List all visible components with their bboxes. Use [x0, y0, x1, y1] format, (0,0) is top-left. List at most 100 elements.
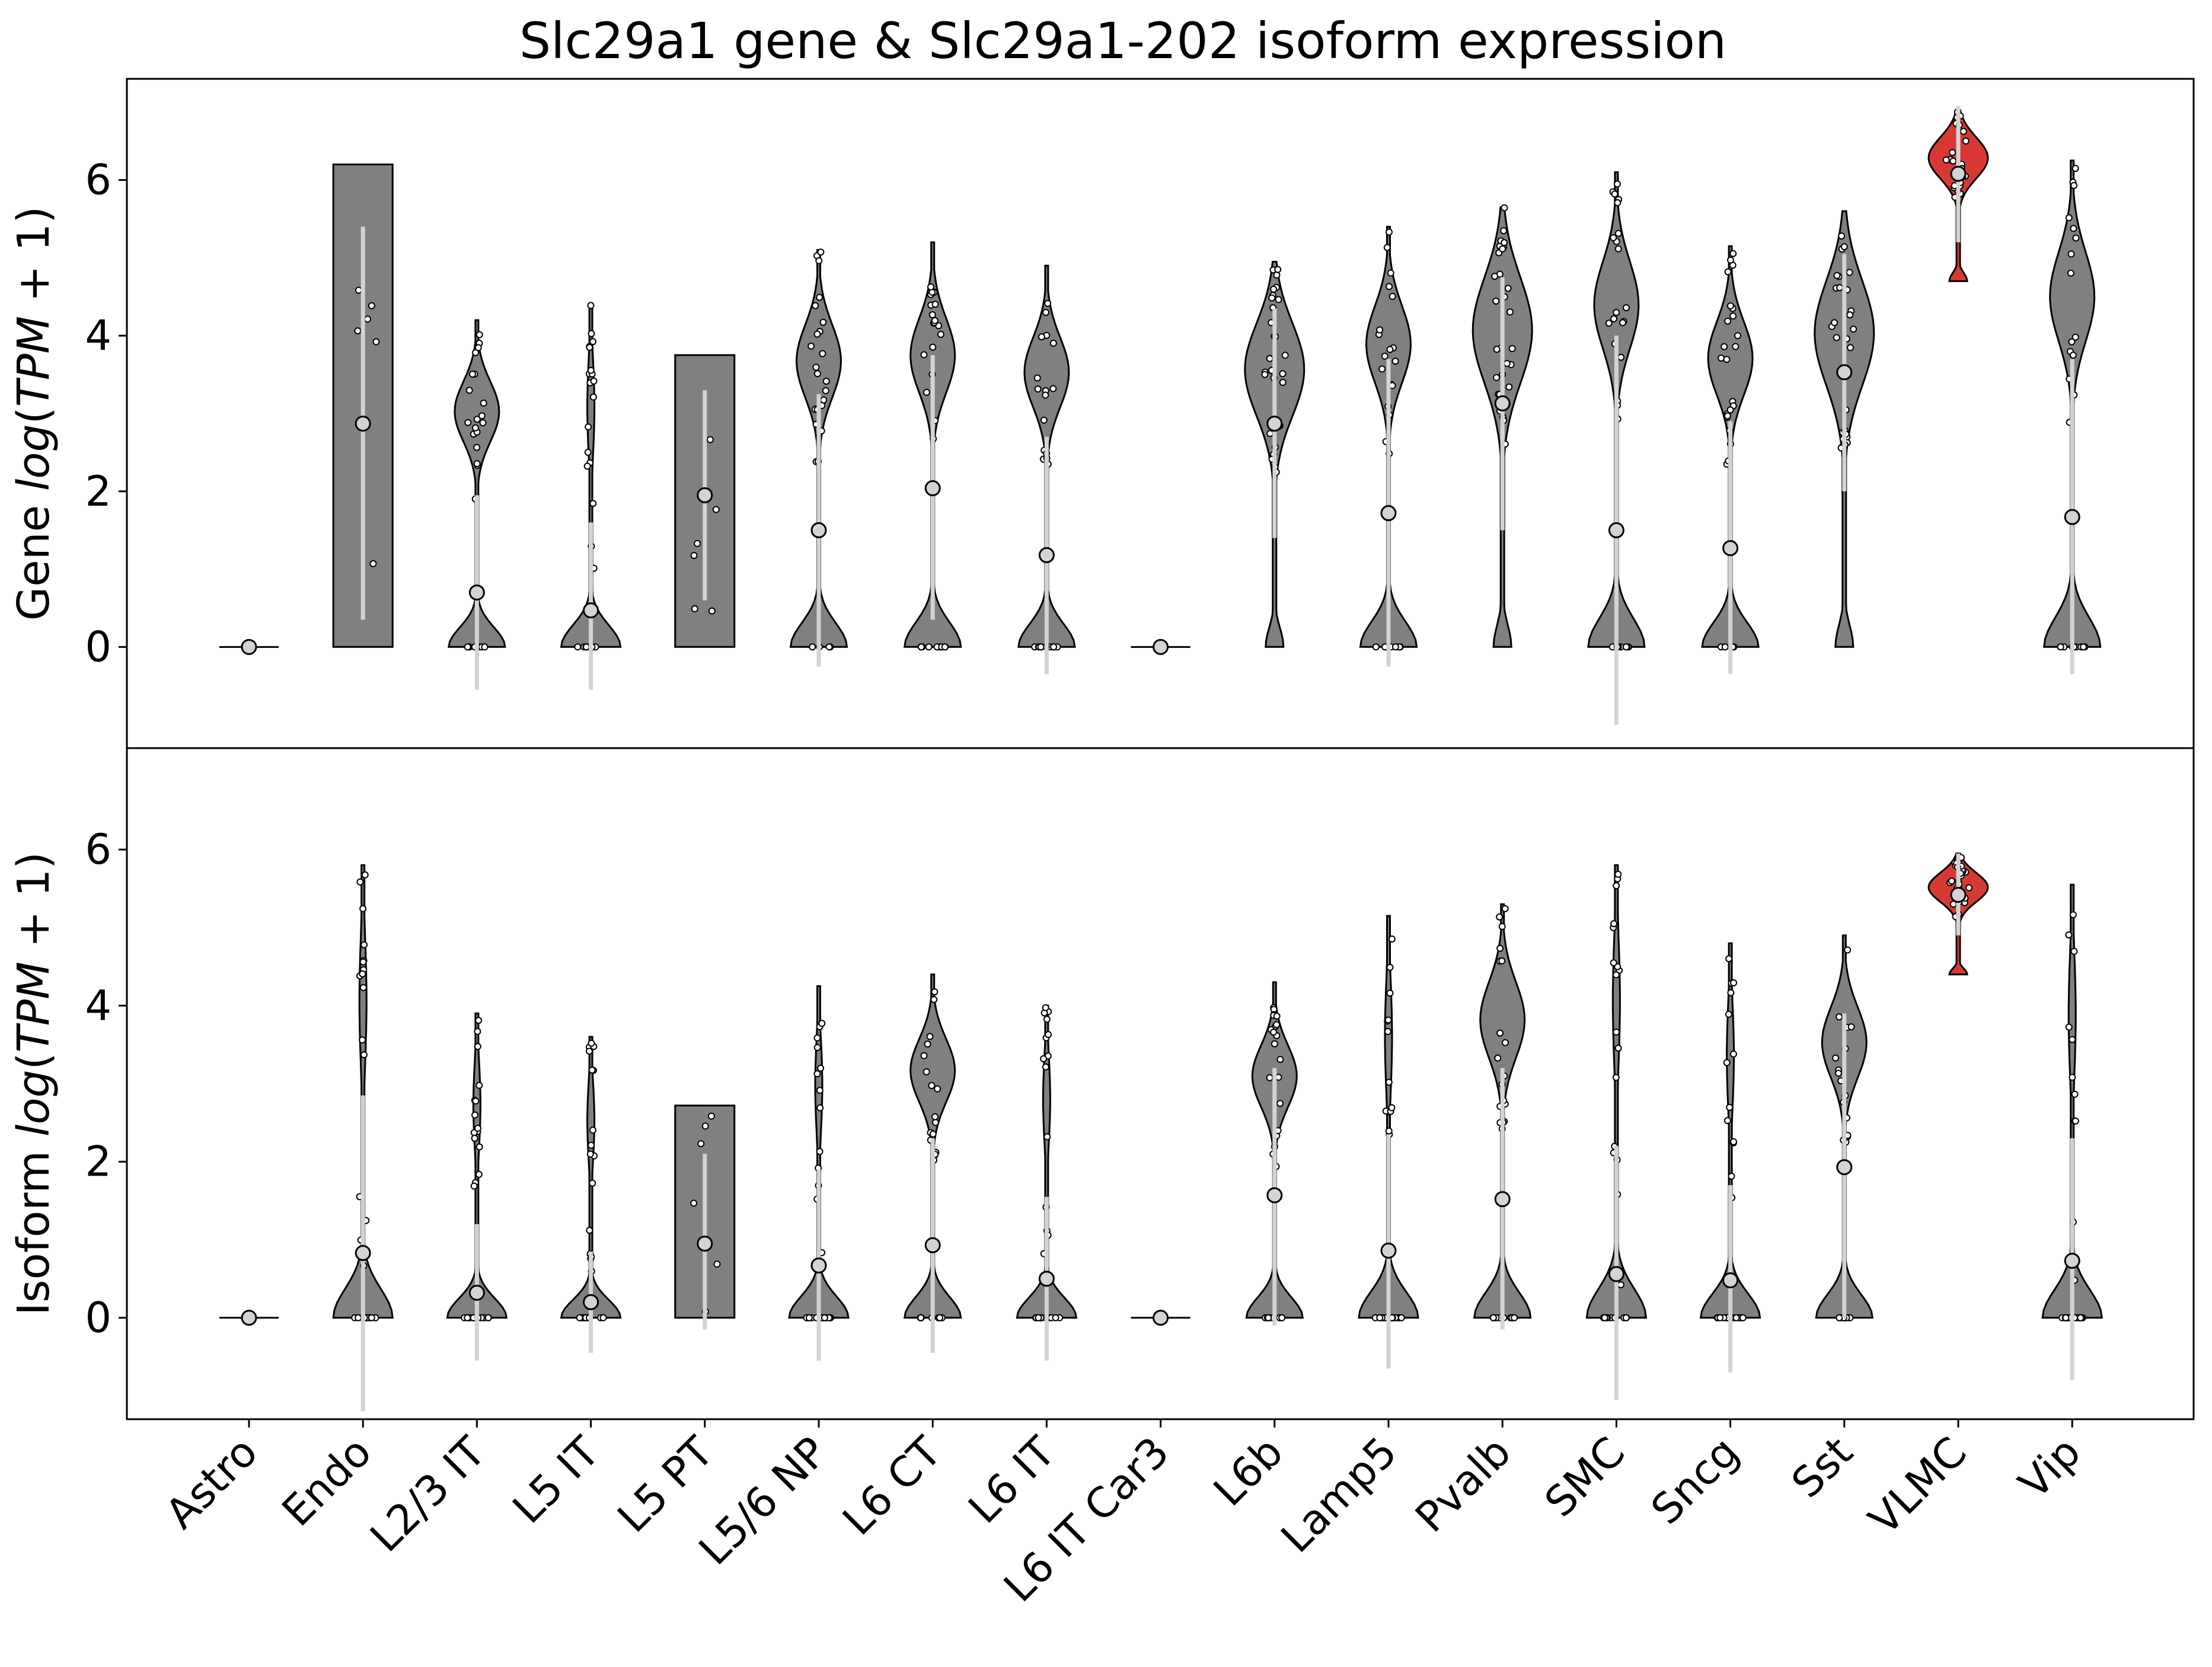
- violin-body: [446, 1013, 508, 1319]
- violin-smc: [1585, 864, 1648, 1400]
- data-point: [1610, 920, 1618, 928]
- data-point: [1614, 870, 1622, 878]
- data-point: [585, 423, 592, 431]
- data-point: [1386, 283, 1393, 290]
- data-point: [1612, 1074, 1620, 1081]
- data-point: [1376, 326, 1384, 334]
- data-point: [359, 958, 367, 966]
- data-point: [1391, 643, 1399, 651]
- violin-l2-3-it: [448, 319, 506, 690]
- data-point: [1721, 343, 1728, 350]
- mean-marker: [1722, 540, 1739, 557]
- data-point: [1498, 922, 1506, 930]
- chart-title: Slc29a1 gene & Slc29a1-202 isoform expre…: [519, 12, 1726, 70]
- violin-l5-pt: [674, 1104, 736, 1330]
- y-axis-label-part: Isoform: [8, 1136, 59, 1315]
- data-point: [1725, 955, 1733, 963]
- data-point: [1847, 344, 1854, 352]
- data-point: [1387, 269, 1394, 277]
- data-point: [1723, 1117, 1731, 1125]
- data-point: [481, 643, 489, 651]
- x-tick-label: SMC: [1536, 1428, 1635, 1527]
- y-tick-label: 2: [85, 1138, 111, 1186]
- violin-smc: [1587, 171, 1646, 725]
- data-point: [586, 1227, 593, 1234]
- data-point: [1836, 284, 1843, 292]
- violin-sst: [1815, 934, 1874, 1321]
- data-point: [484, 1314, 492, 1321]
- data-point: [473, 460, 481, 468]
- mean-marker: [241, 638, 257, 655]
- data-point: [1279, 379, 1287, 386]
- violin-l6-it-car3: [1131, 638, 1190, 655]
- data-point: [464, 643, 471, 651]
- mean-marker: [1836, 364, 1853, 381]
- data-point: [1726, 406, 1734, 414]
- data-point: [1739, 1314, 1747, 1321]
- data-point: [1033, 374, 1041, 382]
- data-point: [1840, 243, 1848, 251]
- data-point: [1949, 157, 1957, 165]
- data-point: [1605, 320, 1613, 327]
- violin-l6-ct: [903, 973, 962, 1353]
- data-point: [917, 643, 925, 651]
- data-point: [1844, 946, 1852, 954]
- data-point: [1279, 370, 1287, 378]
- mean-marker: [583, 602, 599, 619]
- data-point: [359, 1036, 366, 1044]
- data-point: [1397, 1314, 1405, 1321]
- data-point: [1724, 268, 1732, 276]
- violin-l2-3-it: [446, 1013, 508, 1361]
- mean-marker: [1038, 547, 1055, 563]
- data-point: [1040, 416, 1048, 424]
- data-point: [821, 1314, 828, 1321]
- data-point: [917, 1314, 925, 1321]
- data-point: [480, 400, 487, 407]
- data-point: [1948, 877, 1955, 885]
- x-tick-label: Sst: [1782, 1428, 1862, 1508]
- data-point: [2077, 1314, 2085, 1321]
- data-point: [1949, 149, 1956, 157]
- data-point: [1610, 315, 1617, 322]
- data-point: [934, 1085, 941, 1093]
- data-point: [474, 1125, 481, 1132]
- data-point: [589, 1179, 596, 1187]
- data-point: [1846, 311, 1854, 319]
- violin-sncg: [1699, 942, 1761, 1373]
- data-point: [1265, 1314, 1272, 1321]
- data-point: [1622, 643, 1630, 651]
- data-point: [1505, 383, 1513, 391]
- data-point: [465, 387, 473, 394]
- data-point: [574, 643, 582, 651]
- y-tick-label: 0: [85, 622, 111, 671]
- data-point: [1836, 1314, 1843, 1321]
- data-point: [1493, 373, 1501, 381]
- data-point: [473, 443, 481, 451]
- violin-lamp5: [1358, 915, 1419, 1369]
- data-point: [1614, 245, 1622, 253]
- data-point: [1278, 1314, 1286, 1321]
- x-tick-label: Vip: [2009, 1428, 2090, 1508]
- x-tick-label: VLMC: [1859, 1428, 1976, 1544]
- mean-marker: [1153, 638, 1169, 655]
- data-point: [1052, 1314, 1059, 1321]
- mean-marker: [1608, 1266, 1624, 1282]
- data-point: [920, 1052, 928, 1059]
- mean-marker: [1836, 1159, 1853, 1176]
- data-point: [589, 1126, 596, 1134]
- data-point: [355, 1314, 362, 1321]
- data-point: [1034, 385, 1042, 393]
- data-point: [1386, 346, 1394, 353]
- mean-marker: [1950, 886, 1967, 903]
- data-point: [472, 1097, 480, 1105]
- data-point: [1721, 643, 1729, 651]
- violin-astro: [219, 638, 279, 655]
- data-point: [1716, 1314, 1724, 1321]
- data-point: [1043, 1133, 1051, 1141]
- data-point: [1613, 180, 1621, 188]
- x-tick-label: Pvalb: [1406, 1428, 1521, 1542]
- data-point: [1732, 1314, 1740, 1321]
- data-point: [1501, 905, 1509, 912]
- data-point: [819, 350, 826, 357]
